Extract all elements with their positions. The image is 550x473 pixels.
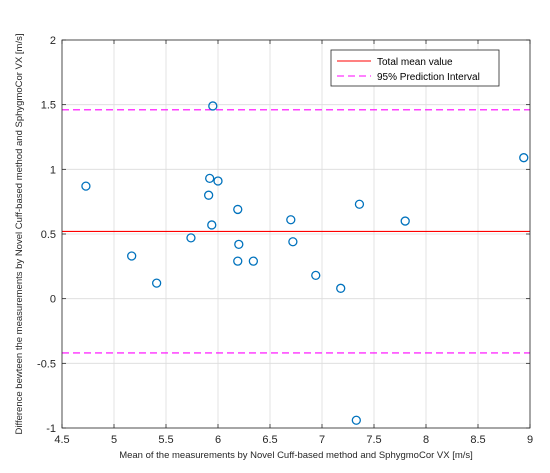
data-point	[205, 173, 215, 184]
data-point	[286, 215, 296, 225]
data-point	[208, 101, 218, 111]
y-tick-label: -1	[46, 423, 56, 435]
x-tick-label: 7.5	[366, 434, 381, 446]
y-tick-label: 0.5	[41, 229, 56, 241]
legend: Total mean value 95% Prediction Interval	[330, 49, 500, 87]
reference-lines	[62, 109, 530, 354]
y-tick-label: 0	[50, 294, 56, 306]
data-point	[311, 270, 321, 281]
legend-label-interval: 95% Prediction Interval	[377, 72, 480, 83]
x-tick-label: 4.5	[54, 434, 69, 446]
y-tick-label: 1.5	[41, 100, 56, 112]
data-point	[151, 278, 162, 288]
data-point	[336, 283, 346, 293]
data-point	[400, 216, 410, 226]
data-point	[233, 256, 243, 266]
data-point	[354, 199, 365, 209]
y-tick-label: 2	[50, 35, 56, 47]
scatter-points	[81, 101, 529, 425]
legend-box	[330, 49, 500, 87]
x-tick-label: 6.5	[262, 434, 277, 446]
data-point	[186, 233, 196, 243]
x-tick-label: 5	[111, 434, 117, 446]
data-point	[207, 220, 217, 230]
y-tick-label: 1	[50, 164, 56, 176]
data-point	[81, 181, 91, 191]
legend-label-mean: Total mean value	[377, 57, 453, 68]
data-point	[233, 204, 243, 215]
x-tick-label: 8	[423, 434, 429, 446]
y-axis-label: Difference bewteen the measurements by N…	[14, 34, 25, 435]
y-tick-label: -0.5	[37, 358, 56, 370]
data-point	[519, 153, 529, 163]
data-point	[351, 415, 361, 425]
data-point	[203, 190, 214, 200]
x-tick-label: 7	[319, 434, 325, 446]
data-point	[288, 237, 298, 247]
x-tick-label: 9	[527, 434, 533, 446]
data-point	[234, 239, 244, 249]
data-point	[213, 176, 223, 186]
data-point	[248, 256, 259, 266]
x-axis-label: Mean of the measurements by Novel Cuff-b…	[119, 450, 473, 461]
data-point	[127, 251, 137, 261]
x-tick-label: 5.5	[158, 434, 173, 446]
axis-ticks: 4.5 5 5.5 6 6.5 7 7.5 8 8.5 9 -1 -0.5 0 0.5 1 1.5 2	[37, 35, 533, 446]
x-tick-label: 6	[215, 434, 221, 446]
x-tick-label: 8.5	[470, 434, 485, 446]
